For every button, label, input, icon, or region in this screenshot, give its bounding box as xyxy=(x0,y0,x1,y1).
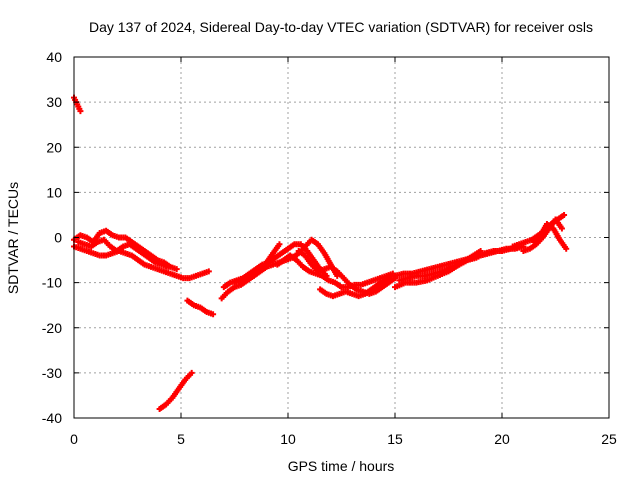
series-s4 xyxy=(75,236,172,270)
x-tick-label: 15 xyxy=(387,431,403,447)
x-tick-label: 10 xyxy=(280,431,296,447)
data-point xyxy=(205,268,212,275)
data-point xyxy=(561,211,568,218)
series-s18 xyxy=(531,220,570,252)
data-point xyxy=(173,266,180,273)
data-point xyxy=(563,245,570,252)
data-points xyxy=(71,94,570,412)
series-s5 xyxy=(184,297,217,318)
data-point xyxy=(558,225,565,232)
series-s15 xyxy=(392,248,484,291)
x-tick-label: 20 xyxy=(494,431,510,447)
grid xyxy=(74,57,609,418)
x-tick-label: 5 xyxy=(177,431,185,447)
y-axis-label: SDTVAR / TECUs xyxy=(5,182,21,294)
y-tick-label: 0 xyxy=(54,230,62,246)
y-tick-label: -10 xyxy=(42,275,62,291)
y-tick-label: -40 xyxy=(42,410,62,426)
data-point xyxy=(77,108,84,115)
y-tick-label: -20 xyxy=(42,320,62,336)
y-tick-label: 20 xyxy=(46,139,62,155)
data-point xyxy=(276,241,283,248)
data-point xyxy=(188,369,195,376)
y-tick-label: 10 xyxy=(46,184,62,200)
chart-title: Day 137 of 2024, Sidereal Day-to-day VTE… xyxy=(89,19,593,35)
axis-ticks: 0 5 10 15 20 25 -40 -30 -20 -10 0 10 20 30 40 xyxy=(42,49,617,447)
data-point xyxy=(477,248,484,255)
series-s12 xyxy=(317,272,394,300)
series-s1 xyxy=(71,94,84,115)
y-tick-label: 30 xyxy=(46,94,62,110)
series-s6 xyxy=(156,369,195,412)
series-s2 xyxy=(71,243,212,282)
x-tick-label: 0 xyxy=(70,431,78,447)
data-point xyxy=(165,263,172,270)
y-tick-label: 40 xyxy=(46,49,62,65)
y-tick-label: -30 xyxy=(42,365,62,381)
data-point xyxy=(210,311,217,318)
x-axis-label: GPS time / hours xyxy=(288,458,395,474)
x-tick-label: 25 xyxy=(601,431,617,447)
